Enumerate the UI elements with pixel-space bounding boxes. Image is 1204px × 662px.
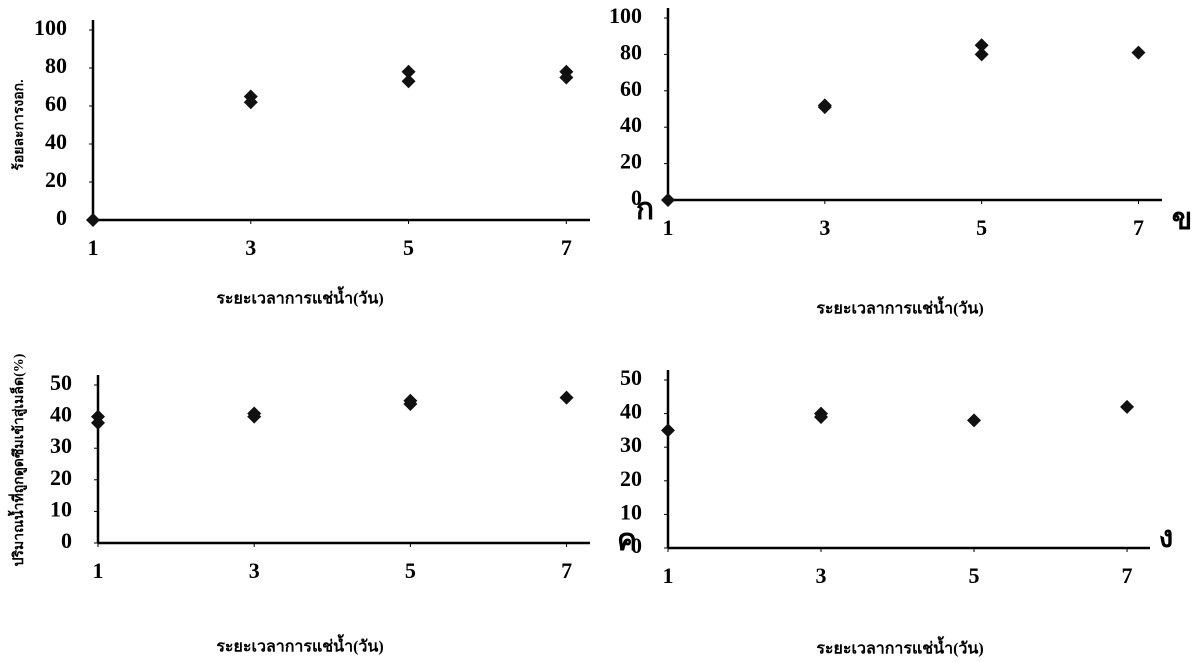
y-tick-label: 100 xyxy=(609,3,642,28)
y-tick-label: 50 xyxy=(50,370,72,395)
x-tick-label: 7 xyxy=(1133,215,1144,240)
x-axis-label: ระยะเวลาการแช่น้ำ(วัน) xyxy=(816,296,983,318)
y-tick-label: 40 xyxy=(50,402,72,427)
panel-label: ง xyxy=(1159,521,1174,554)
panel-label: ข xyxy=(1172,203,1193,236)
x-tick-label: 3 xyxy=(819,215,830,240)
y-tick-label: 20 xyxy=(620,466,642,491)
y-tick-label: 50 xyxy=(620,365,642,390)
x-tick-label: 1 xyxy=(88,235,99,260)
x-tick-label: 3 xyxy=(816,563,827,588)
x-axis-label: ระยะเวลาการแช่น้ำ(วัน) xyxy=(216,634,383,656)
point xyxy=(975,47,989,61)
x-tick-label: 3 xyxy=(245,235,256,260)
y-tick-label: 0 xyxy=(61,528,72,553)
point xyxy=(1120,400,1134,414)
y-tick-label: 80 xyxy=(45,53,67,78)
x-tick-label: 7 xyxy=(561,558,572,583)
x-tick-label: 5 xyxy=(976,215,987,240)
y-tick-label: 10 xyxy=(620,499,642,524)
x-tick-label: 7 xyxy=(1122,563,1133,588)
y-tick-label: 40 xyxy=(620,112,642,137)
y-tick-label: 40 xyxy=(620,399,642,424)
x-tick-label: 7 xyxy=(561,235,572,260)
y-axis-label: ปริมาณน้ำที่ถูกดูดซึมเข้าสู่เมล็ด(%) xyxy=(7,353,27,566)
y-tick-label: 100 xyxy=(34,15,67,40)
y-tick-label: 0 xyxy=(56,205,67,230)
x-axis-label: ระยะเวลาการแช่น้ำ(วัน) xyxy=(216,286,383,308)
y-tick-label: 10 xyxy=(50,496,72,521)
x-axis-label: ระยะเวลาการแช่น้ำ(วัน) xyxy=(816,636,983,658)
x-tick-label: 3 xyxy=(249,558,260,583)
x-tick-label: 1 xyxy=(663,215,674,240)
point xyxy=(661,423,675,437)
y-tick-label: 0 xyxy=(631,185,642,210)
point xyxy=(661,193,675,207)
point xyxy=(818,100,832,114)
x-tick-label: 1 xyxy=(663,563,674,588)
point xyxy=(1131,46,1145,60)
y-tick-label: 40 xyxy=(45,129,67,154)
y-tick-label: 30 xyxy=(50,433,72,458)
x-tick-label: 5 xyxy=(405,558,416,583)
y-tick-label: 30 xyxy=(620,432,642,457)
y-tick-label: 60 xyxy=(45,91,67,116)
x-tick-label: 5 xyxy=(403,235,414,260)
y-axis-label: ร้อยละการงอก. xyxy=(11,79,27,170)
y-tick-label: 20 xyxy=(50,465,72,490)
point xyxy=(402,74,416,88)
figure: 0204060801001357ระยะเวลาการแช่น้ำ(วัน)กร… xyxy=(0,0,1204,662)
x-tick-label: 5 xyxy=(969,563,980,588)
point xyxy=(560,391,574,405)
y-tick-label: 60 xyxy=(620,76,642,101)
y-tick-label: 20 xyxy=(620,149,642,174)
y-tick-label: 20 xyxy=(45,167,67,192)
x-tick-label: 1 xyxy=(93,558,104,583)
y-tick-label: 0 xyxy=(631,533,642,558)
point xyxy=(86,213,100,227)
y-tick-label: 80 xyxy=(620,39,642,64)
point xyxy=(967,413,981,427)
